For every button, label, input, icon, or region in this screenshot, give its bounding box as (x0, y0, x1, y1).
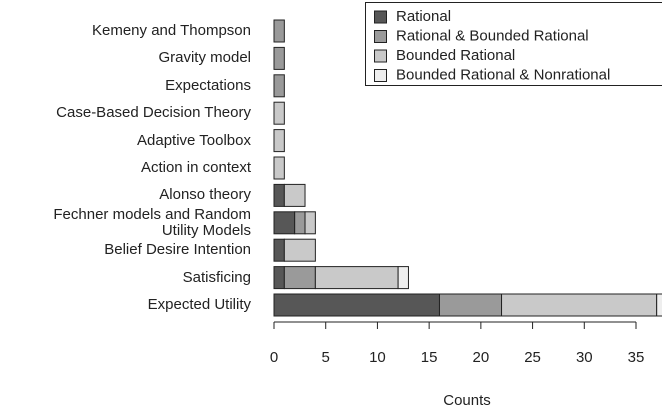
y-tick-label: Expected Utility (147, 296, 251, 313)
x-tick-label: 15 (421, 349, 438, 366)
bar-segment (501, 293, 658, 317)
bar-segment (304, 211, 316, 235)
bar-segment (273, 183, 285, 207)
bar-segment (273, 156, 285, 180)
bar-segment (283, 183, 306, 207)
bar-segment (283, 238, 316, 262)
y-tick-label: Action in context (140, 159, 251, 176)
bar-segment (273, 293, 440, 317)
y-tick-label: Alonso theory (159, 186, 251, 204)
legend-label: Bounded Rational (396, 47, 515, 64)
y-tick-label: Gravity model (158, 49, 251, 67)
bar-segment (273, 129, 285, 153)
bar-segment (273, 266, 285, 290)
y-tick-label: Case-Based Decision Theory (56, 104, 251, 122)
x-tick-label: 25 (524, 349, 541, 366)
bar-segment (273, 238, 285, 262)
bar-segment (273, 46, 285, 70)
x-tick-label: 10 (369, 349, 386, 366)
x-tick-label: 35 (628, 349, 645, 366)
legend-swatch (374, 69, 387, 82)
legend-swatch (374, 30, 387, 43)
bar-segment (656, 293, 662, 317)
bar-segment (283, 266, 316, 290)
y-tick-label: Adaptive Toolbox (137, 131, 251, 149)
y-tick-label: Kemeny and Thompson (92, 22, 251, 39)
legend-label: Rational & Bounded Rational (396, 27, 589, 44)
bar-segment (273, 74, 285, 98)
legend-label: Rational (396, 8, 451, 25)
bar-segment (273, 19, 285, 43)
bar-segment (294, 211, 306, 235)
x-tick-label: 0 (270, 349, 278, 366)
x-tick-label: 5 (322, 349, 330, 366)
bar-segment (314, 266, 399, 290)
bar-segment (273, 211, 296, 235)
y-tick-label: Belief Desire Intention (104, 241, 251, 259)
x-tick-label: 20 (473, 349, 490, 366)
y-tick-label: Satisficing (182, 268, 251, 286)
legend-label: Bounded Rational & Nonrational (396, 66, 610, 83)
y-tick-label: Fechner models and Random Utility Models (53, 205, 251, 239)
y-tick-label: Expectations (165, 76, 251, 94)
x-axis-label: Counts (443, 392, 491, 409)
legend-swatch (374, 49, 387, 63)
legend-box (365, 2, 662, 86)
bar-segment (273, 101, 285, 125)
bar-segment (438, 293, 503, 317)
x-tick-label: 30 (576, 349, 593, 366)
legend-swatch (374, 10, 387, 24)
bar-segment (397, 266, 409, 290)
